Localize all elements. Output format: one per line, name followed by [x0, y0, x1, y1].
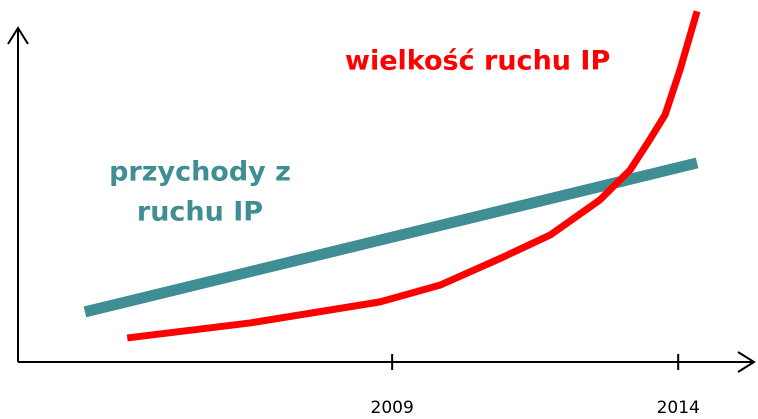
x-tick-label: 2009 [371, 398, 414, 415]
series-line [83, 157, 699, 318]
y-axis-arrow [7, 26, 29, 45]
series-label: ruchu IP [137, 197, 263, 228]
series-label: przychody z [109, 157, 291, 188]
series-label: wielkość ruchu IP [345, 46, 610, 77]
x-tick-label: 2014 [657, 398, 700, 415]
series-line [126, 10, 701, 342]
x-axis-arrow [737, 351, 756, 373]
